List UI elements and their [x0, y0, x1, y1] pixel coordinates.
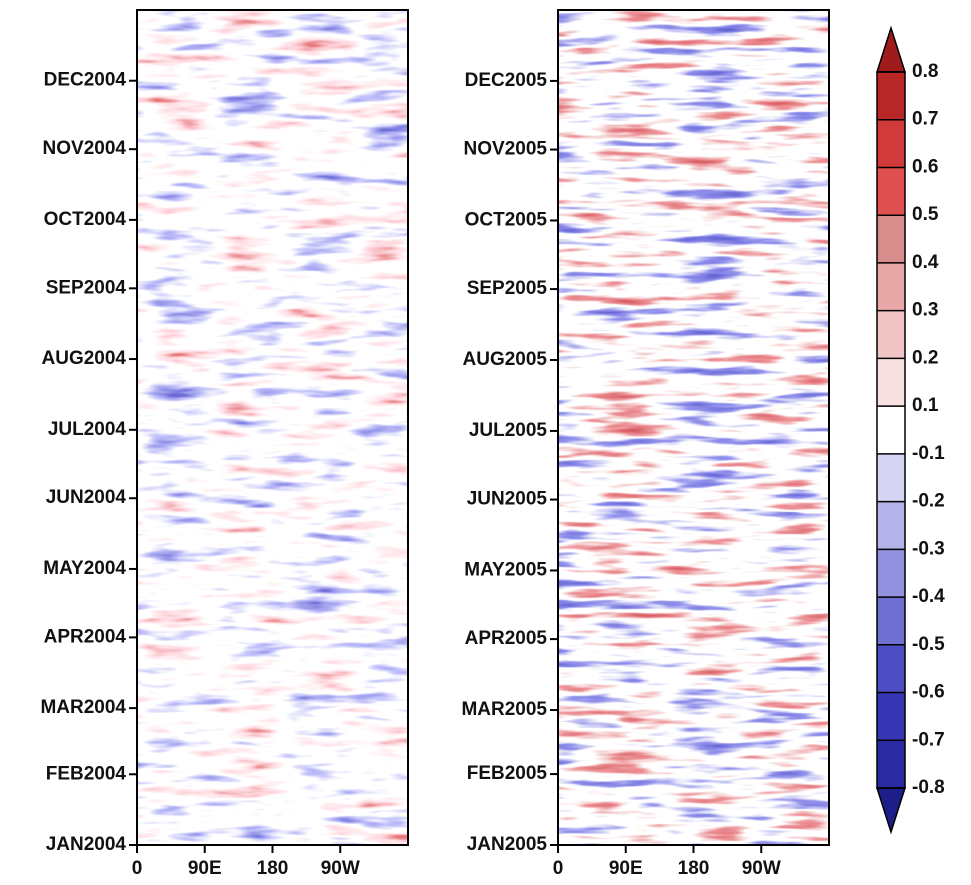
colorbar-label: 0.2: [912, 347, 938, 368]
colorbar-segment: [877, 597, 905, 645]
x-tick-label: 0: [132, 858, 143, 879]
colorbar-segment: [877, 644, 905, 693]
colorbar-segment: [877, 692, 905, 741]
colorbar-label: 0.3: [912, 300, 938, 321]
field: [137, 10, 408, 845]
colorbar-end: [875, 787, 907, 835]
y-tick-label: JUN2005: [467, 489, 548, 510]
colorbar-segment: [877, 167, 905, 216]
y-tick-label: AUG2004: [42, 348, 127, 369]
colorbar-label: -0.3: [912, 538, 945, 559]
colorbar-segment: [877, 549, 905, 598]
x-tick-label: 180: [257, 858, 289, 879]
colorbar-segment: [877, 453, 905, 502]
colorbar-end: [875, 25, 907, 73]
colorbar-segment: [877, 501, 905, 550]
y-tick-label: JUL2004: [48, 419, 127, 440]
x-tick-label: 90W: [742, 858, 781, 879]
colorbar-label: -0.7: [912, 729, 945, 750]
x-tick-label: 0: [553, 858, 564, 879]
y-tick-label: AUG2005: [463, 349, 548, 370]
x-tick-label: 90E: [188, 858, 222, 879]
y-tick-label: OCT2005: [465, 209, 548, 230]
y-tick-label: APR2005: [465, 628, 548, 649]
colorbar-segment: [877, 119, 905, 168]
colorbar-label: 0.6: [912, 156, 938, 177]
y-tick-label: JAN2004: [46, 834, 127, 855]
colorbar-segment: [877, 215, 905, 263]
y-tick-label: FEB2004: [46, 763, 127, 784]
y-tick-label: FEB2005: [467, 763, 548, 784]
colorbar-label: 0.5: [912, 204, 939, 225]
y-tick-label: JUN2004: [46, 487, 127, 508]
colorbar-label: -0.2: [912, 491, 945, 512]
colorbar-label: 0.7: [912, 109, 938, 130]
y-tick-label: SEP2005: [467, 278, 548, 299]
colorbar-segment: [877, 358, 905, 407]
colorbar-label: -0.4: [912, 586, 945, 607]
y-tick-label: MAR2005: [461, 699, 547, 720]
colorbar-segment: [877, 740, 905, 788]
y-tick-label: MAR2004: [40, 697, 126, 718]
colorbar-segment: [877, 310, 905, 359]
colorbar-segment: [877, 406, 905, 454]
y-tick-label: MAY2005: [464, 559, 547, 580]
y-tick-label: SEP2004: [46, 277, 127, 298]
y-tick-label: MAY2004: [43, 558, 126, 579]
y-tick-label: JUL2005: [469, 420, 548, 441]
colorbar-label: -0.5: [912, 634, 945, 655]
y-tick-label: OCT2004: [44, 209, 127, 230]
x-tick-label: 90W: [321, 858, 360, 879]
y-tick-label: APR2004: [44, 626, 127, 647]
colorbar-segment: [877, 72, 905, 120]
x-tick-label: 180: [678, 858, 710, 879]
x-tick-label: 90E: [609, 858, 643, 879]
colorbar-label: -0.1: [912, 443, 945, 464]
y-tick-label: DEC2005: [465, 70, 548, 91]
y-tick-label: DEC2004: [44, 70, 127, 91]
y-tick-label: NOV2004: [43, 138, 127, 159]
colorbar-label: -0.8: [912, 777, 945, 798]
y-tick-label: JAN2005: [467, 834, 548, 855]
plot-layer: JAN2004 FEB2004 MAR2004 APR2004 MAY2004 JUN20…: [40, 9, 945, 879]
colorbar-label: 0.1: [912, 395, 939, 416]
y-tick-label: NOV2005: [464, 139, 548, 160]
colorbar-label: -0.6: [912, 682, 945, 703]
colorbar-label: 0.8: [912, 61, 938, 82]
field: [558, 10, 829, 845]
colorbar-label: 0.4: [912, 252, 939, 273]
colorbar-segment: [877, 262, 905, 311]
